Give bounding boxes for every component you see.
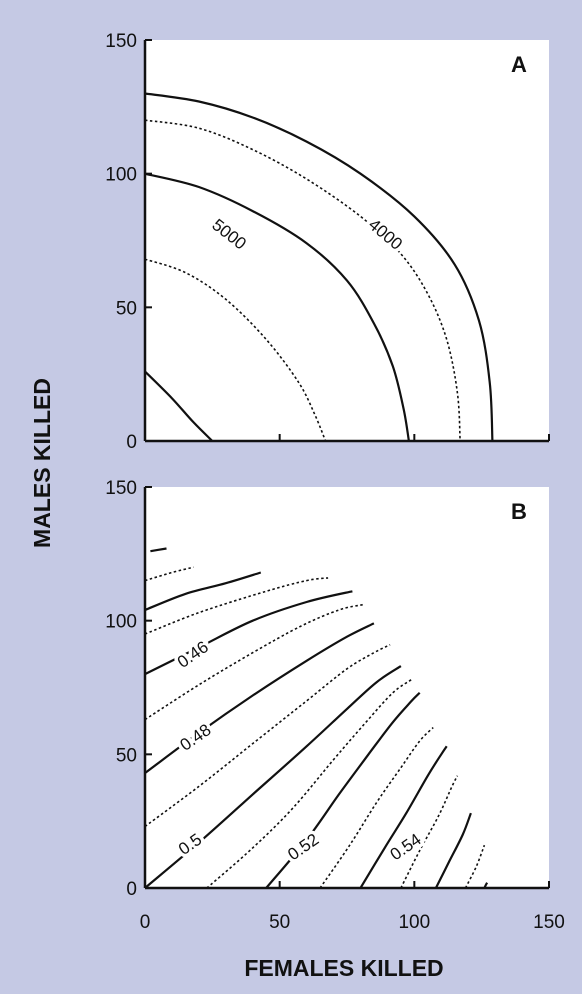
panel-b-y-tick-label: 150 <box>105 478 137 499</box>
panel-b-y-tick-label: 50 <box>116 745 137 766</box>
panel-a-y-tick-label: 50 <box>116 298 137 319</box>
panel-b-y-tick-label: 100 <box>105 612 137 633</box>
panel-b-x-tick-label: 50 <box>269 912 290 933</box>
panel-a-plot-area <box>145 40 549 441</box>
panel-b-contour-solid <box>145 622 375 774</box>
panel-b-contour-dotted <box>145 603 364 721</box>
panel-b-contour-solid <box>150 547 167 553</box>
panel-b-contour-solid <box>145 665 402 888</box>
y-axis-label: MALES KILLED <box>29 378 55 548</box>
panel-a-contour-solid <box>145 92 494 441</box>
panel-a-contours <box>145 92 494 441</box>
panel-b-contour-dotted <box>464 844 486 888</box>
panel-b-contour-dotted <box>145 643 391 828</box>
panel-b-x-tick-label: 100 <box>398 912 430 933</box>
panel-b-contour-solid <box>145 571 262 612</box>
panel-b-label: B <box>511 499 527 524</box>
panel-a-y-tick-label: 150 <box>105 31 137 52</box>
panel-a-y-tick-label: 100 <box>105 165 137 186</box>
panel-b-axes: 0 50 100 150 0 50 100 150 <box>105 478 565 933</box>
panel-a-contour-solid <box>145 370 214 441</box>
panel-b-y-tick-label: 0 <box>126 879 137 900</box>
panel-b-contour-dotted <box>145 566 194 582</box>
panel-b-x-tick-label: 150 <box>533 912 565 933</box>
panel-b-contour-solid <box>359 745 448 888</box>
panel-b-contour-dotted <box>400 775 459 888</box>
panel-a-contour-solid <box>145 172 410 441</box>
panel-b-plot-area <box>145 487 549 888</box>
panel-b-contour-solid <box>145 590 353 676</box>
panel-a-axes: 0 50 100 150 <box>105 31 550 453</box>
panel-a-label: A <box>511 52 527 77</box>
panel-b-contour-solid <box>265 692 421 888</box>
panel-b-contour-solid <box>434 812 472 888</box>
x-axis-label: FEMALES KILLED <box>244 955 443 981</box>
panel-b-contour-dotted <box>206 678 413 888</box>
panel-b-contours <box>145 547 489 888</box>
panel-b-x-tick-label: 0 <box>140 912 151 933</box>
panel-b-contour-dotted <box>319 727 434 888</box>
panel-a-y-tick-label: 0 <box>126 432 137 453</box>
